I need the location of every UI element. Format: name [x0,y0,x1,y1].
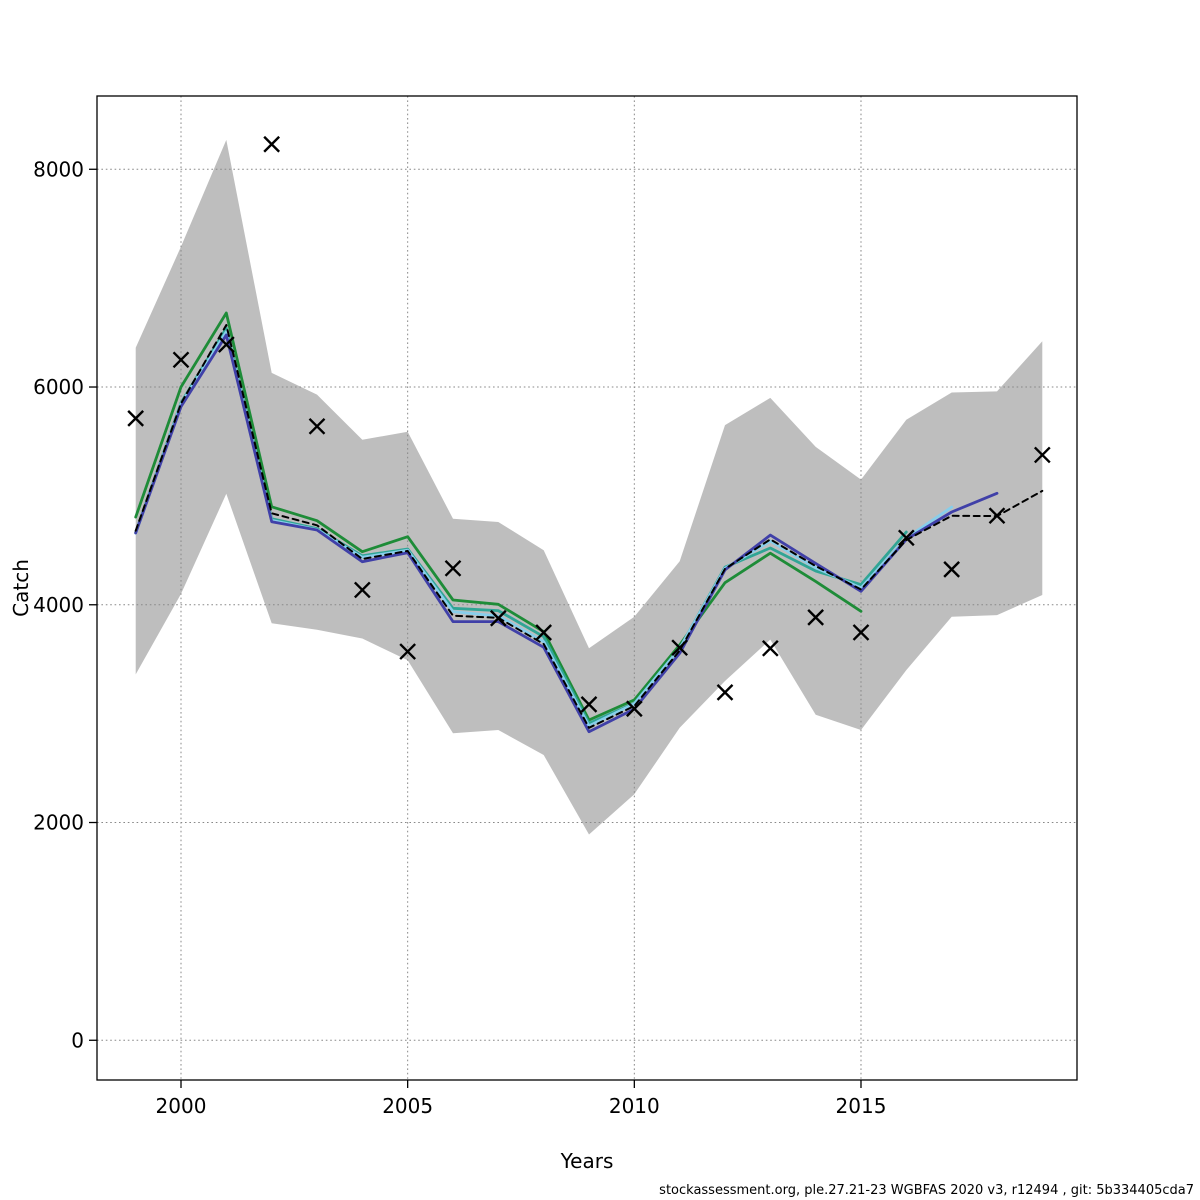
y-tick-label: 6000 [33,375,84,399]
observed-x-marker [671,639,689,657]
x-tick-label: 2010 [609,1094,660,1118]
footer-citation: stockassessment.org, ple.27.21-23 WGBFAS… [659,1183,1194,1198]
plot-border [96,95,1078,1081]
observed-x-marker [308,417,326,435]
y-tick-label: 0 [71,1028,84,1052]
uncertainty-band-polygon [135,139,1043,835]
observed-x-marker [988,507,1006,525]
gridlines [97,96,1077,1080]
x-axis-label: Years [560,1149,614,1173]
observed-x-marker [761,639,779,657]
observed-x-marker [217,336,235,353]
uncertainty-band [135,139,1043,835]
axis-ticks [89,168,862,1088]
y-tick-label: 4000 [33,593,84,617]
observed-x-marker [580,696,598,713]
axis-tick-labels: 0 2000 4000 6000 8000 2000 2005 2010 2015 [33,157,886,1118]
base-run-dashed-line [134,324,1044,729]
observed-catch-markers [127,135,1051,718]
y-tick-label: 8000 [33,157,84,181]
observed-x-marker [625,700,643,718]
model-run-lines [134,311,1044,734]
observed-x-marker [399,643,417,660]
observed-x-marker [444,559,462,577]
observed-x-marker [489,609,507,627]
x-tick-label: 2000 [156,1094,207,1118]
y-axis-label: Catch [9,559,33,617]
observed-x-marker [263,135,281,153]
observed-x-marker [1033,446,1051,464]
purple-run-to-2018-line [134,333,999,734]
observed-x-marker [172,351,190,369]
observed-x-marker [897,529,915,547]
observed-x-marker [943,561,961,578]
observed-x-marker [353,581,371,599]
observed-x-marker [807,609,825,626]
observed-x-marker [852,624,870,641]
x-tick-label: 2015 [836,1094,887,1118]
green-run-to-2015-line [134,311,863,722]
y-tick-label: 2000 [33,811,84,835]
observed-x-marker [127,410,145,427]
observed-x-marker [535,624,553,641]
x-tick-label: 2005 [382,1094,433,1118]
observed-x-marker [716,684,734,701]
